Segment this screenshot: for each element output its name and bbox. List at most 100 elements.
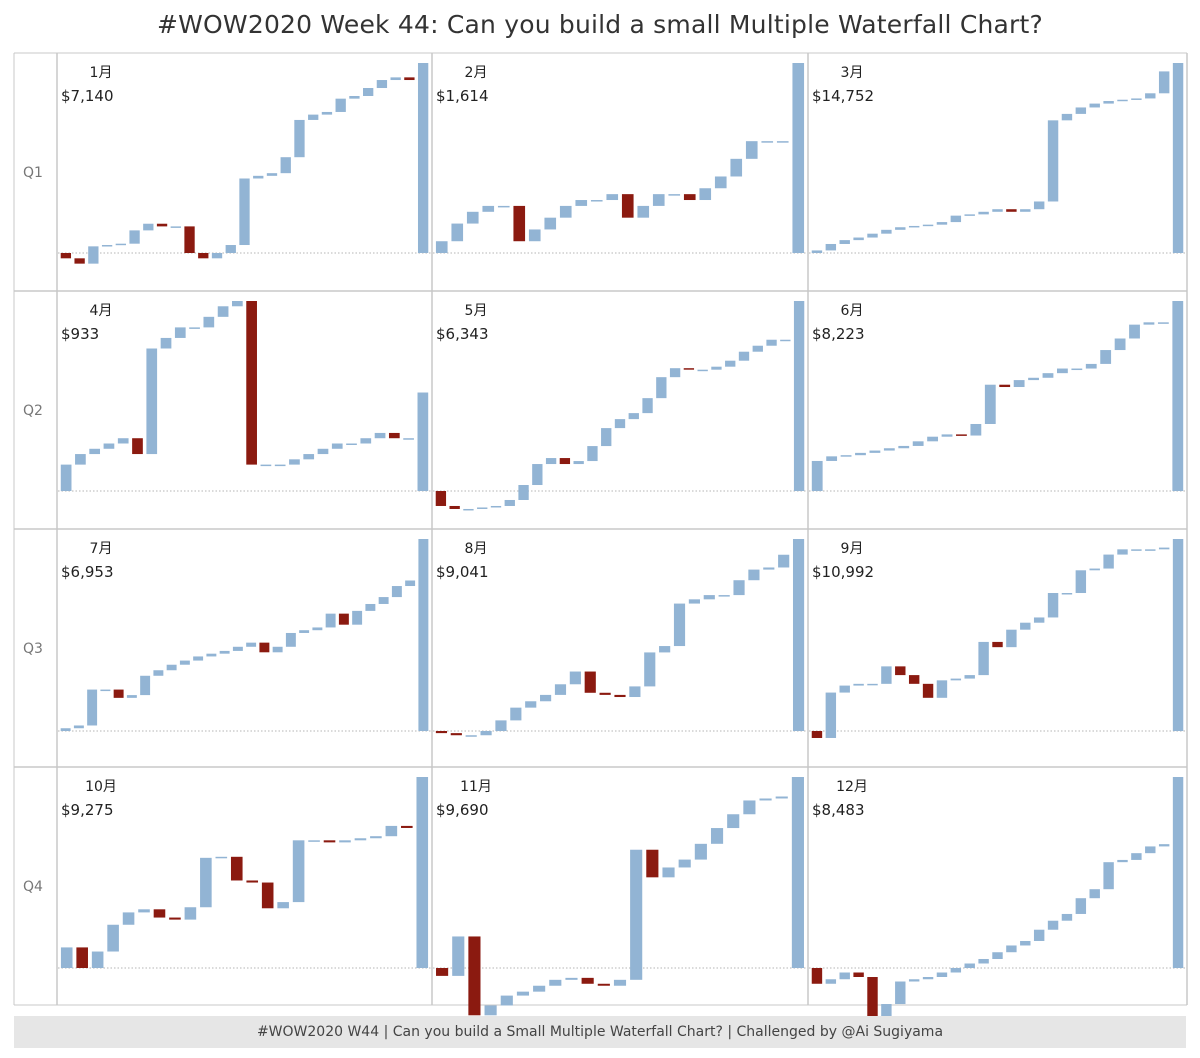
increase-bar <box>1158 547 1170 550</box>
increase-bar <box>1103 554 1114 569</box>
increase-bar <box>308 840 320 842</box>
increase-bar <box>101 245 113 247</box>
increase-bar <box>839 685 850 693</box>
increase-bar <box>950 678 962 681</box>
increase-bar <box>360 438 372 444</box>
increase-bar <box>60 728 71 731</box>
panel-total-label: $9,275 <box>61 801 114 819</box>
chart-title: #WOW2020 Week 44: Can you build a small … <box>156 10 1043 39</box>
increase-bar <box>1145 549 1156 551</box>
increase-bar <box>239 178 250 246</box>
increase-bar <box>978 958 989 964</box>
decrease-bar <box>436 968 449 976</box>
increase-bar <box>211 253 223 259</box>
increase-bar <box>325 613 336 628</box>
increase-bar <box>385 825 398 837</box>
panel-total-label: $9,690 <box>436 801 489 819</box>
increase-bar <box>339 840 351 843</box>
decrease-bar <box>323 840 336 843</box>
increase-bar <box>759 798 772 801</box>
increase-bar <box>559 205 572 218</box>
panel-total-label: $14,752 <box>812 87 874 105</box>
increase-bar <box>532 464 543 486</box>
panel-total-label: $6,953 <box>61 563 114 581</box>
panel-total-label: $8,223 <box>812 325 865 343</box>
decrease-bar <box>922 683 934 698</box>
increase-bar <box>710 828 724 844</box>
increase-bar <box>1131 549 1142 551</box>
increase-bar <box>811 460 823 491</box>
increase-bar <box>613 979 627 986</box>
increase-bar <box>659 646 671 653</box>
increase-bar <box>964 963 975 968</box>
decrease-bar <box>908 675 920 684</box>
increase-bar <box>761 141 774 143</box>
decrease-bar <box>599 692 611 695</box>
increase-bar <box>922 224 934 227</box>
increase-bar <box>1020 940 1031 946</box>
increase-bar <box>299 630 310 633</box>
quarter-label: Q3 <box>23 641 43 657</box>
increase-bar <box>637 205 650 218</box>
increase-bar <box>745 141 758 159</box>
increase-bar <box>73 725 84 729</box>
increase-bar <box>374 432 386 439</box>
total-bar <box>1172 777 1184 968</box>
increase-bar <box>1089 568 1100 571</box>
increase-bar <box>451 223 464 242</box>
increase-bar <box>317 448 329 455</box>
increase-bar <box>321 111 333 115</box>
panel-month-label: 5月 <box>465 303 488 319</box>
decrease-bar <box>614 694 626 698</box>
increase-bar <box>1089 889 1100 899</box>
increase-bar <box>752 345 763 352</box>
increase-bar <box>630 849 643 980</box>
increase-bar <box>867 233 878 238</box>
increase-bar <box>528 229 541 242</box>
increase-bar <box>1075 570 1087 594</box>
increase-bar <box>89 448 101 455</box>
increase-bar <box>465 735 477 737</box>
increase-bar <box>518 485 529 500</box>
increase-bar <box>825 243 837 251</box>
increase-bar <box>1006 945 1017 953</box>
increase-bar <box>200 857 212 908</box>
increase-bar <box>727 814 740 829</box>
increase-bar <box>490 505 502 508</box>
increase-bar <box>87 689 98 726</box>
panel-total-label: $9,041 <box>436 563 489 581</box>
increase-bar <box>497 205 510 208</box>
decrease-bar <box>338 613 349 625</box>
increase-bar <box>1103 862 1114 890</box>
increase-bar <box>1085 363 1097 369</box>
increase-bar <box>826 456 838 461</box>
increase-bar <box>703 595 715 600</box>
increase-bar <box>391 586 402 598</box>
decrease-bar <box>435 731 448 734</box>
total-bar <box>417 63 429 253</box>
increase-bar <box>60 947 73 968</box>
increase-bar <box>75 454 86 465</box>
decrease-bar <box>74 258 85 264</box>
increase-bar <box>697 369 708 372</box>
increase-bar <box>274 464 286 467</box>
increase-bar <box>825 692 837 738</box>
increase-bar <box>390 77 401 81</box>
panel-month-label: 11月 <box>460 779 492 795</box>
total-bar <box>791 777 804 968</box>
increase-bar <box>970 423 982 436</box>
increase-bar <box>504 499 515 506</box>
increase-bar <box>466 211 479 224</box>
increase-bar <box>1061 593 1073 595</box>
increase-bar <box>143 223 154 231</box>
increase-bar <box>839 972 850 980</box>
decrease-bar <box>956 434 967 436</box>
increase-bar <box>179 660 190 665</box>
increase-bar <box>927 436 939 442</box>
decrease-bar <box>449 505 460 509</box>
increase-bar <box>763 567 775 570</box>
increase-bar <box>855 452 866 456</box>
increase-bar <box>363 88 374 96</box>
increase-bar <box>714 176 727 189</box>
